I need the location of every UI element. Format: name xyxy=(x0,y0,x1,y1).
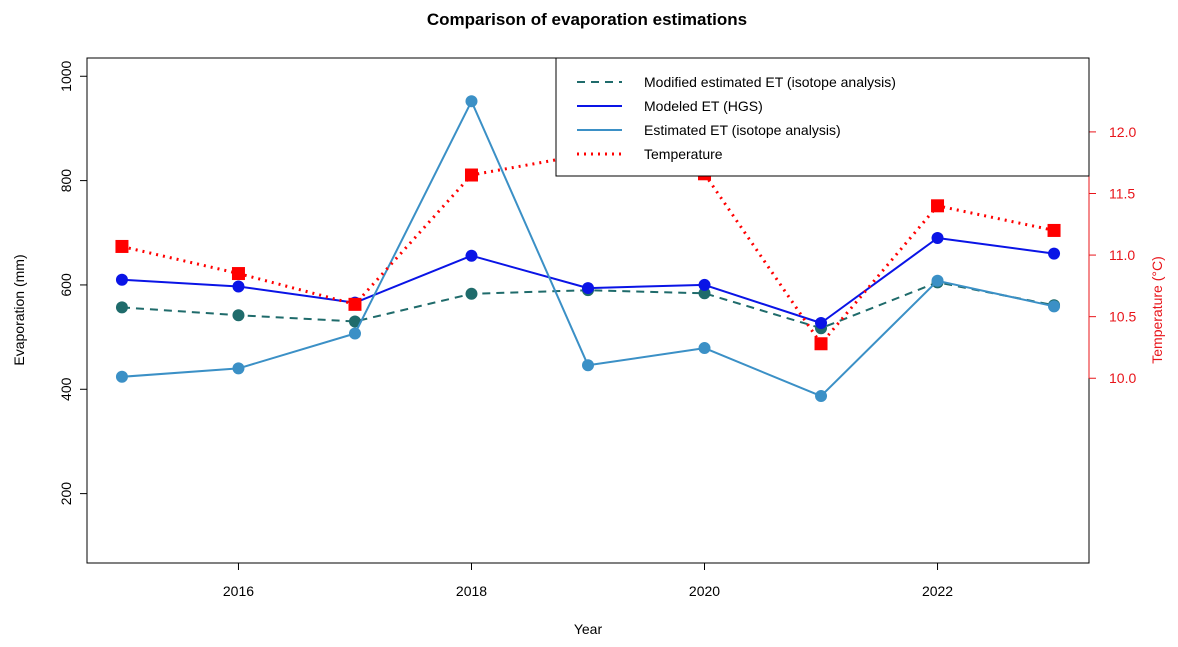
data-point xyxy=(115,370,128,383)
x-tick-label: 2022 xyxy=(922,583,953,599)
series-1 xyxy=(115,231,1061,330)
data-point xyxy=(931,199,945,213)
legend-label: Temperature xyxy=(644,146,723,162)
chart-title: Comparison of evaporation estimations xyxy=(427,10,747,29)
series-3 xyxy=(115,147,1061,351)
y-tick-label: 400 xyxy=(58,377,74,401)
data-point xyxy=(1048,247,1061,260)
data-point xyxy=(931,274,944,287)
legend-label: Modeled ET (HGS) xyxy=(644,98,763,114)
y2-tick-label: 11.5 xyxy=(1109,185,1135,201)
legend-label: Estimated ET (isotope analysis) xyxy=(644,122,841,138)
data-point xyxy=(582,359,594,372)
series-2 xyxy=(115,95,1061,403)
data-point xyxy=(465,287,478,300)
data-point xyxy=(115,239,129,253)
series-line xyxy=(121,237,1055,324)
data-point xyxy=(115,273,128,286)
y2-tick-label: 11.0 xyxy=(1109,247,1135,263)
data-point xyxy=(1047,223,1061,237)
y-tick-label: 600 xyxy=(58,273,74,297)
x-tick-label: 2016 xyxy=(223,583,254,599)
y-tick-label: 800 xyxy=(58,169,74,193)
data-point xyxy=(814,337,828,351)
data-point xyxy=(698,342,711,355)
y-axis-title: Evaporation (mm) xyxy=(11,254,27,365)
data-point xyxy=(698,287,711,300)
series-line xyxy=(121,152,1055,346)
data-point xyxy=(815,390,828,403)
y-axis-left: 200 400 600 800 1000 xyxy=(58,60,87,505)
y-tick-label: 1000 xyxy=(58,60,74,91)
data-point xyxy=(582,282,594,295)
data-point xyxy=(464,168,478,182)
legend-label: Modified estimated ET (isotope analysis) xyxy=(644,74,896,90)
data-point xyxy=(232,309,245,322)
x-axis: 2016 2018 2020 2022 xyxy=(223,563,953,599)
legend-box xyxy=(555,57,1090,177)
x-axis-title: Year xyxy=(574,621,603,637)
data-point xyxy=(348,327,361,340)
data-point xyxy=(1048,300,1061,313)
legend: Modified estimated ET (isotope analysis)… xyxy=(555,57,1090,177)
data-point xyxy=(348,315,361,328)
y2-tick-label: 10.0 xyxy=(1109,370,1136,386)
data-point xyxy=(815,317,828,330)
data-point xyxy=(231,267,245,281)
x-tick-label: 2020 xyxy=(689,583,720,599)
data-point xyxy=(698,278,711,291)
y-axis-right: 10.0 10.5 11.0 11.5 12.0 xyxy=(1088,124,1136,386)
y2-tick-label: 12.0 xyxy=(1109,124,1136,140)
y2-tick-label: 10.5 xyxy=(1109,309,1136,325)
data-point xyxy=(232,362,245,375)
x-tick-label: 2018 xyxy=(456,583,487,599)
data-point xyxy=(465,95,478,108)
y-tick-label: 200 xyxy=(58,482,74,506)
data-point xyxy=(348,297,362,311)
data-point xyxy=(232,280,245,293)
data-point xyxy=(465,249,478,262)
data-point xyxy=(115,301,128,314)
y2-axis-title: Temperature (°C) xyxy=(1149,256,1165,364)
data-point xyxy=(931,231,944,244)
